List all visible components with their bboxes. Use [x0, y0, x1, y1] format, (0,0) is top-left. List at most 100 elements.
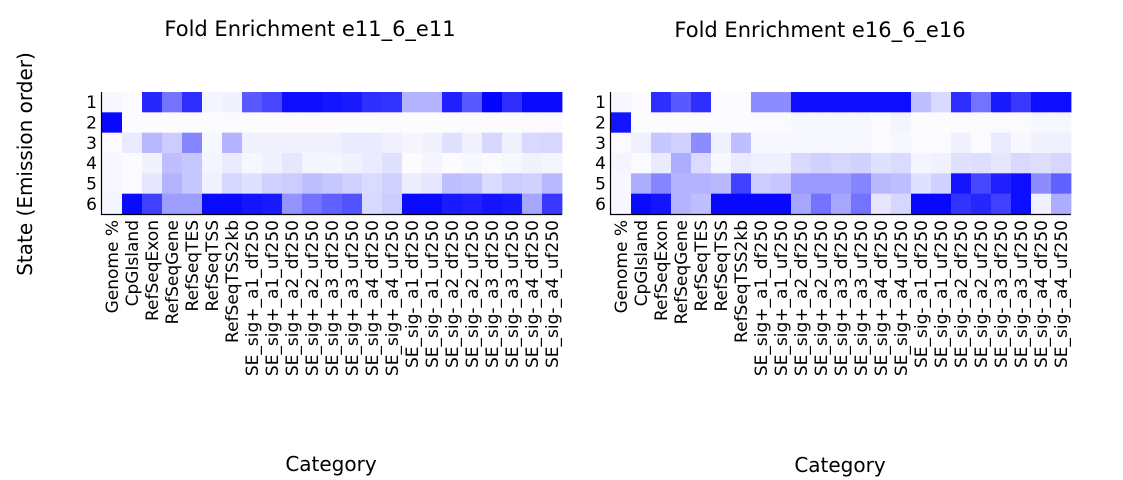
- heatmap-cell: [891, 132, 912, 154]
- heatmap-cell: [631, 173, 652, 195]
- heatmap-cell: [522, 92, 543, 113]
- y-tick-label: 6: [86, 195, 97, 215]
- heatmap-cell: [102, 132, 123, 154]
- heatmap-cell: [382, 112, 403, 134]
- x-tick-label: SE_sig+_a4_uf250: [892, 220, 912, 376]
- heatmap-cell: [651, 153, 672, 174]
- y-tick-label: 4: [86, 154, 97, 174]
- x-tick-label: SE_sig-_a3_df250: [483, 220, 503, 368]
- heatmap-cell: [751, 193, 772, 215]
- x-tick-label: SE_sig+_a2_uf250: [812, 220, 832, 376]
- heatmap-cell: [262, 173, 283, 195]
- heatmap-cell: [931, 153, 952, 174]
- heatmap-cell: [242, 132, 263, 154]
- x-tick-label: SE_sig-_a2_df250: [443, 220, 463, 368]
- heatmap-cell: [262, 153, 283, 174]
- heatmap-cell: [871, 173, 892, 195]
- heatmap-cell: [322, 112, 343, 134]
- heatmap-cell: [122, 112, 143, 134]
- heatmap-cell: [851, 132, 872, 154]
- heatmap-cell: [482, 173, 503, 195]
- heatmap-cell: [482, 112, 503, 134]
- heatmap-cell: [162, 173, 183, 195]
- x-tick-label: SE_sig-_a2_df250: [952, 220, 972, 368]
- heatmap-cell: [462, 173, 483, 195]
- heatmap-cell: [122, 132, 143, 154]
- heatmap-cell: [142, 132, 163, 154]
- heatmap-cell: [422, 173, 443, 195]
- heatmap-cell: [342, 193, 363, 215]
- heatmap-cell: [631, 92, 652, 113]
- heatmap-cell: [202, 112, 223, 134]
- heatmap-cell: [851, 193, 872, 215]
- heatmap-cell: [911, 132, 932, 154]
- heatmap-cell: [442, 92, 463, 113]
- heatmap-cell: [1031, 92, 1052, 113]
- heatmap-cell: [671, 193, 692, 215]
- x-tick-label: SE_sig-_a4_df250: [1032, 220, 1052, 368]
- y-tick-label: 3: [86, 134, 97, 154]
- heatmap-cell: [402, 173, 423, 195]
- heatmap-cell: [691, 173, 712, 195]
- heatmap-cell: [262, 193, 283, 215]
- heatmap-cell: [1031, 132, 1052, 154]
- heatmap-cell: [422, 132, 443, 154]
- heatmap-cell: [242, 193, 263, 215]
- heatmap-1-cells: [102, 92, 563, 215]
- heatmap-cell: [871, 132, 892, 154]
- heatmap-cell: [122, 153, 143, 174]
- heatmap-cell: [671, 132, 692, 154]
- heatmap-cell: [402, 153, 423, 174]
- heatmap-cell: [502, 173, 523, 195]
- heatmap-cell: [282, 153, 303, 174]
- heatmap-cell: [202, 193, 223, 215]
- heatmap-cell: [222, 112, 243, 134]
- heatmap-cell: [322, 132, 343, 154]
- y-tick-label: 3: [595, 134, 606, 154]
- heatmap-cell: [182, 193, 203, 215]
- x-tick-label: SE_sig+_a1_df250: [752, 220, 772, 376]
- heatmap-cell: [142, 112, 163, 134]
- heatmap-cell: [651, 193, 672, 215]
- heatmap-cell: [202, 173, 223, 195]
- heatmap-cell: [731, 92, 752, 113]
- heatmap-cell: [102, 92, 123, 113]
- heatmap-cell: [1011, 173, 1032, 195]
- heatmap-cell: [991, 112, 1012, 134]
- heatmap-cell: [342, 92, 363, 113]
- heatmap-cell: [811, 112, 832, 134]
- heatmap-cell: [382, 153, 403, 174]
- heatmap-cell: [711, 92, 732, 113]
- heatmap-cell: [482, 193, 503, 215]
- heatmap-cell: [891, 153, 912, 174]
- heatmap-cell: [382, 132, 403, 154]
- heatmap-cell: [871, 92, 892, 113]
- heatmap-cell: [731, 193, 752, 215]
- heatmap-cell: [542, 193, 563, 215]
- heatmap-cell: [542, 92, 563, 113]
- heatmap-cell: [651, 173, 672, 195]
- heatmap-cell: [691, 193, 712, 215]
- heatmap-cell: [142, 193, 163, 215]
- heatmap-cell: [751, 173, 772, 195]
- heatmap-cell: [542, 132, 563, 154]
- heatmap-cell: [1051, 193, 1072, 215]
- x-tick-label: RefSeqTSS2kb: [223, 220, 243, 343]
- heatmap-cell: [342, 132, 363, 154]
- heatmap-cell: [522, 112, 543, 134]
- x-tick-label: SE_sig-_a4_df250: [523, 220, 543, 368]
- heatmap-cell: [951, 173, 972, 195]
- heatmap-cell: [502, 92, 523, 113]
- heatmap-cell: [911, 173, 932, 195]
- heatmap-cell: [202, 153, 223, 174]
- heatmap-cell: [302, 153, 323, 174]
- heatmap-cell: [502, 132, 523, 154]
- heatmap-cell: [402, 193, 423, 215]
- x-tick-label: Genome %: [103, 220, 123, 313]
- x-tick-label: SE_sig+_a1_df250: [243, 220, 263, 376]
- heatmap-cell: [302, 173, 323, 195]
- figure-ylabel: State (Emission order): [13, 52, 37, 276]
- heatmap-cell: [342, 173, 363, 195]
